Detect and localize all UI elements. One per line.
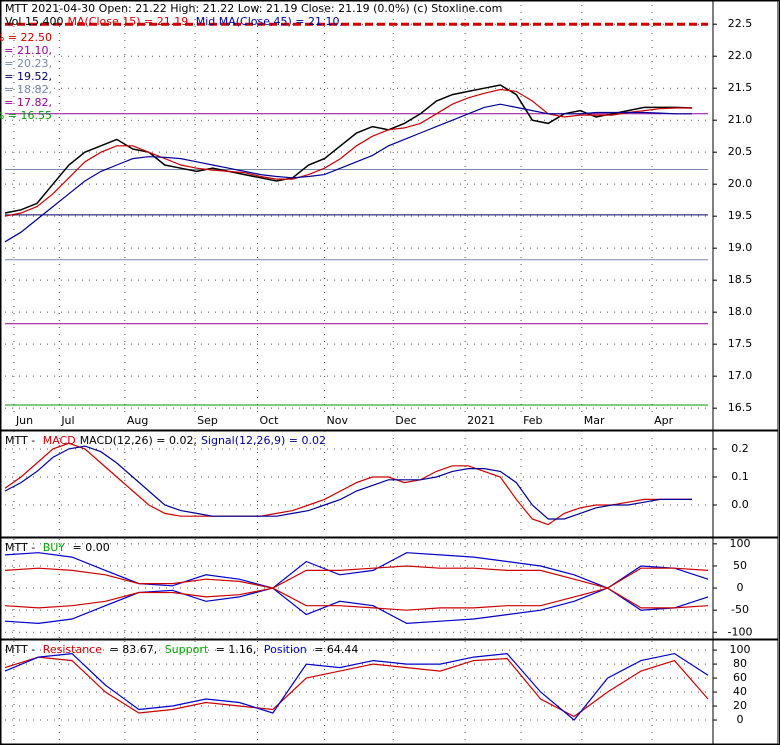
y-tick-label: 21.0	[728, 113, 753, 126]
level-label: 61% = 20.23,	[0, 57, 52, 70]
x-tick-label: Jun	[15, 414, 33, 427]
panel-header: Vol 15,400 MA(Close,15) = 21.19, Mid MA(Cl…	[5, 15, 343, 28]
y-tick-label: 0	[737, 713, 744, 726]
y-tick-label: 0	[737, 581, 744, 594]
header-part: Mid MA(Close,45) = 21.10,	[196, 15, 343, 28]
series-line	[4, 103, 692, 243]
y-tick-label: 17.0	[728, 369, 753, 382]
x-tick-label: Sep	[197, 414, 218, 427]
y-tick-label: 20.5	[728, 145, 753, 158]
header-part: MTT -	[5, 643, 39, 656]
level-label: 78% = 21.10,	[0, 44, 52, 57]
level-label: 100% = 22.50	[0, 31, 52, 44]
level-label: 50% = 19.52,	[0, 70, 52, 83]
panel	[0, 639, 779, 745]
y-tick-label: 100	[730, 643, 751, 656]
x-tick-label: Dec	[395, 414, 416, 427]
y-tick-label: 16.5	[728, 401, 753, 414]
header-part: = 64.44	[311, 643, 359, 656]
y-tick-label: -50	[731, 603, 749, 616]
series-line	[4, 445, 692, 520]
y-tick-label: -100	[728, 625, 753, 638]
series-line	[4, 84, 693, 214]
y-tick-label: 17.5	[728, 337, 753, 350]
header-part: MACD(12,26) = 0.02,	[80, 434, 197, 447]
y-tick-label: 18.0	[728, 305, 753, 318]
header-part: Position	[264, 643, 307, 656]
y-tick-label: 22.0	[728, 49, 753, 62]
header-part: = 1.16,	[212, 643, 260, 656]
y-tick-label: 21.5	[728, 81, 753, 94]
y-tick-label: 22.5	[728, 17, 753, 30]
x-tick-label: Mar	[584, 414, 605, 427]
y-tick-label: 40	[733, 685, 747, 698]
y-tick-label: 80	[733, 657, 747, 670]
x-tick-label: Oct	[259, 414, 279, 427]
chart-title: MTT 2021-04-30 Open: 21.22 High: 21.22 L…	[5, 2, 502, 15]
header-part: MA(Close,15) = 21.19,	[67, 15, 191, 28]
x-tick-label: Apr	[654, 414, 674, 427]
header-part: MTT -	[5, 434, 39, 447]
y-tick-label: 50	[733, 559, 747, 572]
series-line	[4, 652, 709, 721]
header-part: MTT -	[5, 541, 39, 554]
panel	[0, 0, 779, 431]
level-label: 23% = 17.82,	[0, 96, 52, 109]
level-label: 38% = 18.82,	[0, 83, 52, 96]
panel-header: MTT - BUY = 0.00	[5, 541, 110, 554]
header-part: Support	[165, 643, 209, 656]
header-part: Signal(12,26,9) = 0.02	[201, 434, 326, 447]
x-tick-label: Nov	[327, 414, 349, 427]
header-part: MACD	[43, 434, 76, 447]
y-tick-label: 0.0	[731, 498, 749, 511]
series-line	[4, 587, 709, 611]
header-part: = 0.00	[69, 541, 110, 554]
x-tick-label: Feb	[523, 414, 542, 427]
series-line	[4, 656, 709, 718]
panel	[0, 537, 779, 640]
y-tick-label: 0.2	[731, 442, 749, 455]
x-tick-label: Aug	[127, 414, 148, 427]
series-line	[4, 88, 692, 217]
header-part: = 83.67,	[106, 643, 161, 656]
y-tick-label: 19.0	[728, 241, 753, 254]
series-line	[4, 565, 709, 589]
series-line	[4, 552, 709, 589]
panel-header: MTT - MACD MACD(12,26) = 0.02, Signal(12,2…	[5, 434, 326, 447]
y-tick-label: 20	[733, 699, 747, 712]
y-tick-label: 19.5	[728, 209, 753, 222]
y-tick-label: 100	[730, 537, 751, 550]
header-part: Vol 15,400	[5, 15, 63, 28]
x-tick-label: Jul	[60, 414, 74, 427]
header-part: Resistance	[43, 643, 103, 656]
panel	[0, 430, 779, 538]
y-tick-label: 18.5	[728, 273, 753, 286]
series-line	[4, 442, 692, 526]
y-tick-label: 20.0	[728, 177, 753, 190]
y-tick-label: 0.1	[731, 470, 749, 483]
x-tick-label: 2021	[467, 414, 495, 427]
panel-header: MTT - Resistance = 83.67, Support = 1.16…	[5, 643, 358, 656]
level-label: 0% = 16.55	[0, 109, 52, 122]
y-tick-label: 60	[733, 671, 747, 684]
series-line	[4, 587, 709, 625]
header-part: BUY	[43, 541, 66, 554]
